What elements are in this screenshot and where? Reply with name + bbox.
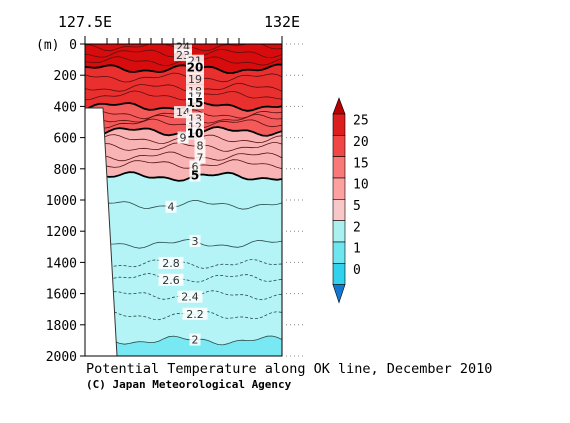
contour-label-bg <box>165 200 177 213</box>
contour-line <box>84 159 283 169</box>
contour-label: 19 <box>188 73 202 86</box>
contour-label: 2 <box>192 334 199 347</box>
contour-line <box>84 118 283 129</box>
contour-label: 7 <box>197 151 204 164</box>
contour-label-bg <box>182 307 208 320</box>
colorbar-label: 1 <box>353 242 361 257</box>
colorbar-label: 25 <box>353 114 369 129</box>
y-tick-label: 1000 <box>46 194 77 209</box>
contour-label: 6 <box>192 160 199 173</box>
y-tick-label: 1600 <box>46 288 77 303</box>
contour-line <box>84 151 283 162</box>
y-tick-label: 200 <box>54 69 77 84</box>
chart-title: Potential Temperature along OK line, Dec… <box>86 361 492 377</box>
contour-label: 4 <box>168 201 175 214</box>
contour-label: 2.8 <box>162 257 180 270</box>
colorbar-label: 0 <box>353 263 361 278</box>
contour-label: 2.2 <box>186 308 204 321</box>
contour-label-bg <box>194 139 206 152</box>
contour-line <box>84 90 283 101</box>
contour-line <box>84 72 283 83</box>
colorbar-label: 20 <box>353 135 369 150</box>
contour-label: 20 <box>187 61 204 75</box>
colorbar-arrow <box>332 284 346 304</box>
contour-label-bg <box>194 151 206 164</box>
colorbar-label: 5 <box>353 199 361 214</box>
colorbar-label: 2 <box>353 220 361 235</box>
contour-label-bg <box>177 290 203 303</box>
contour-label-bg <box>186 61 204 74</box>
colorbar-segment <box>332 135 346 157</box>
colorbar-segment <box>332 241 346 264</box>
contour-line <box>84 142 283 152</box>
contour-label-bg <box>189 333 201 346</box>
y-tick-label: 1400 <box>46 256 77 271</box>
colorbar-segment <box>332 177 346 200</box>
contour-label-bg <box>158 273 184 286</box>
y-tick-label: 400 <box>54 100 77 115</box>
contour-labels: 24232120191817151413121098765432.82.62.4… <box>158 40 208 347</box>
contour-label: 3 <box>192 235 199 248</box>
y-unit: (m) <box>36 38 59 53</box>
contour-label: 9 <box>180 132 187 145</box>
credit: (C) Japan Meteorological Agency <box>86 378 292 391</box>
y-axis: 0 200 400 600 800 1000 1200 1400 1600 1800 2000 <box>46 38 304 365</box>
colorbar-arrow <box>332 97 346 115</box>
contour-label-bg <box>189 169 201 182</box>
y-tick-label: 1200 <box>46 225 77 240</box>
y-tick-label: 0 <box>69 38 77 53</box>
contour-label-bg <box>186 96 204 109</box>
contour-line <box>84 238 283 249</box>
contour-label-bg <box>189 234 201 247</box>
colorbar-segment <box>332 263 346 285</box>
colorbar-segment <box>332 113 346 136</box>
contour-label: 2.4 <box>181 291 199 304</box>
contour-label: 8 <box>197 140 204 153</box>
x-label-right: 132E <box>264 13 300 31</box>
band-fill <box>85 336 282 356</box>
colorbar-segment <box>332 199 346 221</box>
contour-line <box>84 171 283 182</box>
contour-label-bg <box>186 72 204 85</box>
contour-label: 5 <box>191 168 199 182</box>
contour-label: 10 <box>187 126 204 140</box>
y-tick-label: 800 <box>54 163 77 178</box>
contour-label-bg <box>158 256 184 269</box>
contour-label: 2.6 <box>162 274 180 287</box>
y-tick-label: 2000 <box>46 350 77 365</box>
colorbar-label: 15 <box>353 156 369 171</box>
y-tick-label: 1800 <box>46 319 77 334</box>
contour-line <box>84 335 283 346</box>
contour-label-bg <box>177 131 189 144</box>
contour-label-bg <box>189 160 201 173</box>
contour-label-bg <box>186 127 204 140</box>
colorbar-segment <box>332 156 346 179</box>
x-label-left: 127.5E <box>58 13 112 31</box>
contour-line <box>84 199 283 210</box>
colorbar-segment <box>332 220 346 243</box>
contour-line <box>84 63 283 75</box>
contour-line <box>84 82 283 92</box>
y-tick-label: 600 <box>54 132 77 147</box>
colorbar-label: 10 <box>353 178 369 193</box>
